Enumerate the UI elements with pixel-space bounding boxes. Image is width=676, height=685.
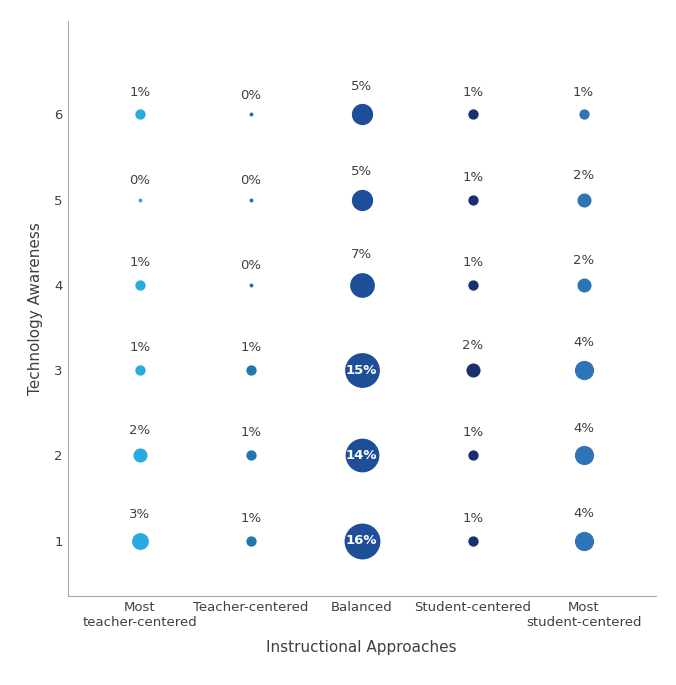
Point bbox=[356, 450, 367, 461]
Point bbox=[467, 109, 478, 120]
Text: 1%: 1% bbox=[462, 171, 483, 184]
Text: 1%: 1% bbox=[462, 86, 483, 99]
Point bbox=[135, 450, 145, 461]
Text: 1%: 1% bbox=[573, 86, 594, 99]
Text: 1%: 1% bbox=[129, 256, 150, 269]
Point bbox=[467, 279, 478, 290]
Text: 1%: 1% bbox=[240, 341, 261, 354]
Point bbox=[135, 364, 145, 375]
Point bbox=[578, 364, 589, 375]
Point bbox=[356, 194, 367, 205]
Text: 0%: 0% bbox=[240, 174, 261, 187]
Point bbox=[467, 535, 478, 546]
X-axis label: Instructional Approaches: Instructional Approaches bbox=[266, 640, 457, 655]
Point bbox=[578, 194, 589, 205]
Point bbox=[467, 450, 478, 461]
Point bbox=[356, 364, 367, 375]
Point bbox=[356, 279, 367, 290]
Point bbox=[245, 109, 256, 120]
Text: 2%: 2% bbox=[129, 425, 150, 438]
Text: 3%: 3% bbox=[129, 508, 150, 521]
Point bbox=[356, 535, 367, 546]
Point bbox=[245, 535, 256, 546]
Text: 2%: 2% bbox=[462, 339, 483, 352]
Text: 5%: 5% bbox=[351, 165, 372, 178]
Text: 1%: 1% bbox=[129, 86, 150, 99]
Point bbox=[245, 194, 256, 205]
Text: 5%: 5% bbox=[351, 79, 372, 92]
Point bbox=[135, 194, 145, 205]
Text: 0%: 0% bbox=[240, 89, 261, 102]
Text: 14%: 14% bbox=[346, 449, 377, 462]
Point bbox=[578, 109, 589, 120]
Text: 1%: 1% bbox=[462, 512, 483, 525]
Text: 1%: 1% bbox=[462, 256, 483, 269]
Y-axis label: Technology Awareness: Technology Awareness bbox=[28, 222, 43, 395]
Text: 1%: 1% bbox=[462, 427, 483, 440]
Point bbox=[356, 109, 367, 120]
Text: 1%: 1% bbox=[240, 512, 261, 525]
Point bbox=[135, 279, 145, 290]
Point bbox=[135, 535, 145, 546]
Text: 0%: 0% bbox=[240, 260, 261, 273]
Point bbox=[245, 279, 256, 290]
Point bbox=[467, 194, 478, 205]
Point bbox=[578, 279, 589, 290]
Text: 16%: 16% bbox=[346, 534, 377, 547]
Text: 4%: 4% bbox=[573, 507, 594, 520]
Text: 0%: 0% bbox=[129, 174, 150, 187]
Point bbox=[578, 450, 589, 461]
Text: 15%: 15% bbox=[346, 364, 377, 377]
Text: 2%: 2% bbox=[573, 254, 594, 267]
Point bbox=[467, 364, 478, 375]
Point bbox=[245, 364, 256, 375]
Text: 4%: 4% bbox=[573, 336, 594, 349]
Text: 1%: 1% bbox=[240, 427, 261, 440]
Text: 4%: 4% bbox=[573, 422, 594, 435]
Point bbox=[578, 535, 589, 546]
Point bbox=[135, 109, 145, 120]
Text: 2%: 2% bbox=[573, 169, 594, 182]
Text: 1%: 1% bbox=[129, 341, 150, 354]
Text: 7%: 7% bbox=[351, 248, 372, 261]
Point bbox=[245, 450, 256, 461]
